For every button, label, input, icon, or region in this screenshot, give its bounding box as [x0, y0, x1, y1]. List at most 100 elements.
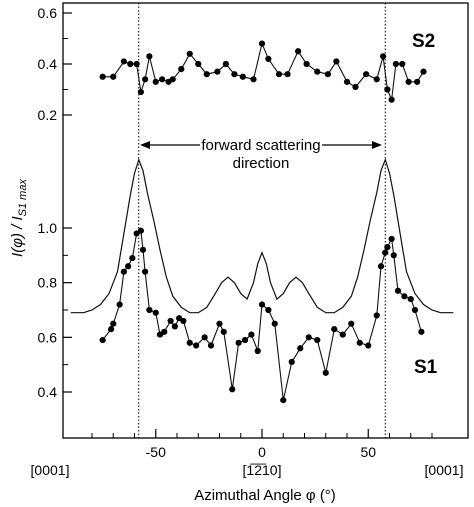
data-point: [110, 320, 117, 327]
annotation-line-2: direction: [233, 155, 290, 172]
data-point: [214, 68, 221, 75]
series-line: [102, 41, 424, 102]
data-point: [399, 60, 406, 68]
data-point: [390, 252, 397, 259]
data-point: [284, 71, 291, 78]
x-tick-label: 50: [360, 444, 376, 460]
data-point: [297, 345, 304, 352]
data-point: [382, 249, 389, 256]
data-point: [384, 244, 391, 251]
series-s2: [99, 40, 427, 103]
data-point: [271, 320, 278, 327]
y-tick-label: 0.4: [38, 56, 58, 72]
series-line: [70, 157, 454, 314]
svg-text:I(φ) / IS1 max: I(φ) / IS1 max: [9, 179, 29, 257]
data-point: [142, 268, 149, 275]
data-point: [380, 53, 387, 60]
data-point: [195, 60, 202, 68]
data-point: [127, 60, 134, 68]
data-point: [229, 386, 236, 393]
data-point: [139, 246, 147, 253]
data-point: [239, 73, 246, 80]
data-point: [169, 76, 176, 83]
y-tick-label: 0.8: [38, 275, 58, 291]
data-point: [241, 336, 249, 344]
data-point: [401, 293, 408, 300]
data-point: [120, 58, 127, 65]
data-point: [250, 76, 257, 83]
direction-label: [1̅2̅10]: [243, 462, 282, 478]
data-point: [388, 96, 395, 103]
data-point: [314, 336, 321, 344]
data-point: [152, 309, 159, 316]
vertical-reference-lines: [138, 3, 386, 438]
data-point: [356, 339, 363, 346]
data-point: [258, 40, 266, 47]
data-point: [99, 73, 106, 80]
data-point: [201, 334, 208, 341]
data-point: [254, 347, 261, 355]
data-point: [348, 320, 355, 327]
data-point: [303, 60, 310, 68]
y-tick-label: 0.4: [38, 384, 58, 400]
data-point: [99, 336, 106, 344]
annotation-arrowhead-right: [372, 141, 382, 149]
data-point: [180, 317, 187, 325]
data-point: [343, 78, 351, 85]
annotation-line-1: forward scattering: [201, 137, 320, 154]
x-tick-label: 0: [258, 444, 266, 460]
data-point: [377, 263, 385, 270]
series-line: [102, 229, 422, 401]
data-point: [265, 306, 272, 314]
data-point: [193, 342, 200, 349]
series-label-s1: S1: [414, 357, 438, 378]
data-point: [363, 71, 370, 78]
data-point: [167, 317, 174, 325]
data-point: [265, 55, 272, 63]
data-point: [186, 339, 193, 346]
data-point: [275, 71, 283, 78]
data-point: [405, 78, 412, 85]
annotation-arrowhead-left: [140, 141, 150, 149]
data-point: [171, 323, 178, 330]
data-point: [365, 342, 372, 349]
data-point: [295, 48, 302, 55]
data-point: [420, 68, 427, 75]
y-tick-label: 0.6: [38, 329, 58, 345]
data-point: [388, 235, 395, 243]
data-point: [418, 328, 425, 335]
data-point: [186, 50, 193, 57]
series-label-s2: S2: [412, 31, 435, 52]
data-point: [333, 58, 340, 65]
data-point: [220, 328, 227, 335]
direction-label: [0001]: [31, 462, 70, 478]
data-point: [216, 320, 223, 327]
data-point: [258, 301, 266, 308]
data-point: [146, 306, 153, 314]
data-point: [407, 295, 414, 303]
data-point: [161, 328, 168, 335]
y-axis-title-sub: S1 max: [17, 179, 29, 217]
data-point: [120, 268, 127, 275]
data-point: [339, 331, 346, 338]
data-point: [231, 71, 238, 78]
data-point: [394, 287, 402, 294]
x-axis-title: Azimuthal Angle φ (°): [194, 487, 336, 504]
axis-ticks: -50 0 50 [0001] [1̅2̅10] [0001] 0.2 0.4 0.6 0.4 0.…: [31, 5, 464, 478]
data-point: [110, 73, 117, 80]
data-point: [373, 312, 380, 319]
data-point: [159, 76, 166, 83]
data-point: [203, 71, 210, 78]
data-point: [108, 326, 115, 333]
data-point: [116, 301, 123, 308]
data-point: [384, 86, 391, 93]
series-layer: [70, 40, 454, 404]
data-point: [411, 306, 419, 314]
forward-scattering-annotation: forward scattering direction: [140, 137, 382, 172]
series-s1: [99, 227, 425, 404]
data-point: [222, 60, 229, 68]
data-point: [207, 342, 215, 349]
data-point: [152, 78, 159, 85]
data-point: [322, 369, 329, 376]
